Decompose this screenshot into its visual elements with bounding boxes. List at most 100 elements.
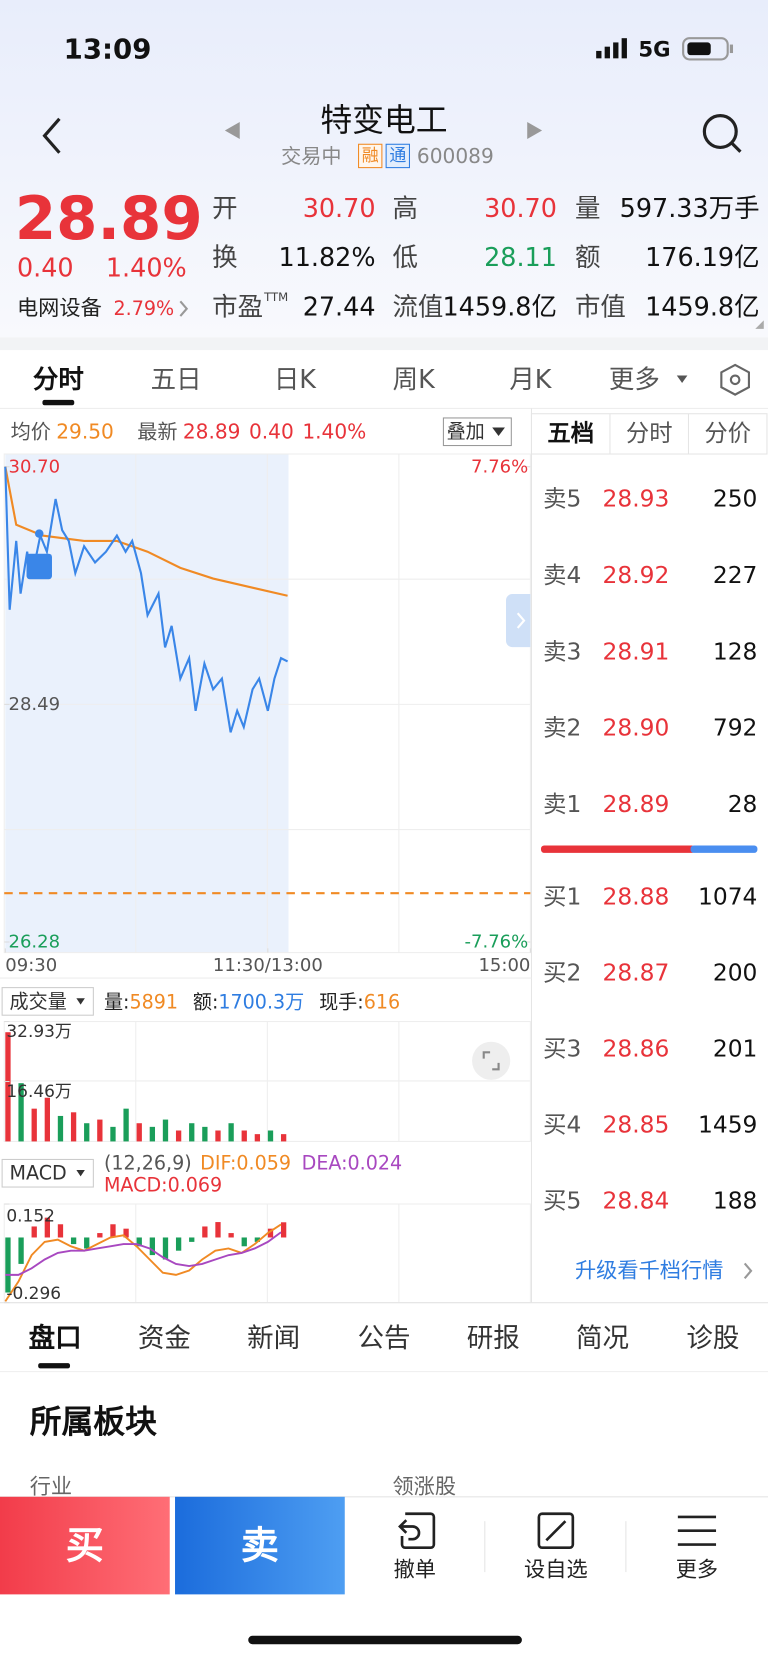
overlay-label: 叠加 xyxy=(447,420,485,443)
badge-box xyxy=(358,143,383,169)
y-tick-label: -0.296 xyxy=(6,1284,61,1304)
book-volume: 201 xyxy=(713,1034,758,1062)
search-button[interactable] xyxy=(702,114,742,153)
action-label[interactable]: 设自选 xyxy=(524,1557,588,1582)
sell-label[interactable]: 卖 xyxy=(241,1525,279,1569)
dea-line xyxy=(5,1231,282,1276)
book-label: 卖4 xyxy=(543,561,581,589)
book-price: 28.92 xyxy=(603,561,670,589)
expand-button[interactable] xyxy=(472,1041,511,1080)
overlay-button[interactable] xyxy=(442,417,512,447)
book-volume: 250 xyxy=(713,485,758,513)
volume-bar xyxy=(215,1130,221,1142)
y-tick-label: 30.70 xyxy=(8,456,60,477)
chart-tab[interactable]: 月K xyxy=(509,365,552,395)
section-title: 所属板块 xyxy=(30,1402,157,1440)
macd-bar xyxy=(254,1237,261,1242)
book-price: 28.87 xyxy=(603,958,670,986)
clock: 13:09 xyxy=(64,32,152,65)
macd-bar xyxy=(44,1217,50,1238)
book-volume: 1074 xyxy=(698,882,757,910)
x-tick-label: 09:30 xyxy=(5,955,57,976)
stat-value: 27.44 xyxy=(303,293,376,323)
chart-tab[interactable]: 周K xyxy=(393,365,436,395)
indicator-selector[interactable] xyxy=(1,1158,94,1188)
volume-bar xyxy=(149,1126,156,1142)
chart-tab[interactable]: 更多 xyxy=(609,365,660,395)
macd-bar xyxy=(70,1237,77,1245)
intraday-summary-part: 最新 xyxy=(137,420,177,444)
settings-icon[interactable] xyxy=(720,363,750,396)
action-label[interactable]: 更多 xyxy=(676,1557,718,1582)
expand-icon xyxy=(482,1051,500,1071)
y-tick-label: 26.28 xyxy=(8,931,60,952)
macd-bar xyxy=(136,1237,142,1247)
badge: 融 xyxy=(362,146,379,166)
sector-pct: 2.79% xyxy=(114,297,175,320)
volume-bar xyxy=(254,1134,261,1142)
info-tab[interactable]: 盘口 xyxy=(29,1323,82,1354)
info-tab[interactable]: 研报 xyxy=(467,1323,520,1354)
sell-button[interactable] xyxy=(175,1496,345,1595)
volume-bar xyxy=(162,1119,169,1142)
info-tab[interactable]: 公告 xyxy=(358,1323,411,1354)
header-background xyxy=(0,0,768,338)
chart-tab[interactable]: 日K xyxy=(274,365,317,395)
macd-bar xyxy=(97,1233,103,1238)
cancel-icon[interactable] xyxy=(398,1512,436,1550)
info-tab[interactable]: 诊股 xyxy=(686,1323,739,1354)
info-tab[interactable]: 简况 xyxy=(576,1323,629,1354)
book-label: 买5 xyxy=(543,1187,581,1215)
dropdown-arrow xyxy=(676,375,688,383)
book-tab[interactable]: 五档 xyxy=(547,419,594,447)
average-line xyxy=(4,466,288,597)
volume-bar xyxy=(97,1119,103,1142)
book-tabs-frame xyxy=(530,413,768,455)
volume-bar xyxy=(136,1123,142,1142)
next-stock[interactable] xyxy=(527,121,543,139)
y2-tick-label: -7.76% xyxy=(465,931,529,952)
ask-ratio xyxy=(541,845,695,853)
stock-code: 600089 xyxy=(417,144,494,168)
dropdown-arrow xyxy=(492,427,505,436)
watchlist-icon[interactable] xyxy=(537,1512,575,1550)
battery-icon xyxy=(682,37,734,61)
macd-bar xyxy=(5,1237,11,1293)
buy-button[interactable] xyxy=(0,1496,170,1595)
info-tab[interactable]: 资金 xyxy=(138,1323,191,1354)
settings-icon xyxy=(729,374,741,386)
side-toggle[interactable] xyxy=(506,594,531,648)
action-bar xyxy=(0,1496,768,1663)
volume-bar xyxy=(267,1130,274,1142)
chart-tab[interactable]: 五日 xyxy=(151,365,202,395)
stat-label: 高 xyxy=(392,194,417,224)
buy-label[interactable]: 买 xyxy=(66,1525,104,1569)
trade-status: 交易中 xyxy=(281,144,341,168)
chart-tab[interactable]: 分时 xyxy=(33,365,84,395)
prev-stock[interactable] xyxy=(224,121,240,139)
upgrade-link[interactable]: 升级看千档行情 xyxy=(575,1258,723,1283)
book-tab[interactable]: 分价 xyxy=(704,419,751,447)
book-price: 28.90 xyxy=(603,714,670,742)
macd-bar xyxy=(267,1228,274,1238)
back-button[interactable] xyxy=(42,117,61,154)
volume-bar xyxy=(228,1123,234,1142)
macd-summary-part: DEA:0.024 xyxy=(302,1151,403,1174)
book-tab[interactable]: 分时 xyxy=(626,419,673,447)
sector[interactable]: 电网设备 xyxy=(17,296,102,321)
more-icon[interactable] xyxy=(677,1515,717,1546)
book-label: 卖2 xyxy=(543,714,581,742)
book-volume: 28 xyxy=(728,790,758,818)
macd-bar xyxy=(84,1237,90,1249)
book-label: 买1 xyxy=(543,882,581,910)
volume-selector[interactable] xyxy=(1,987,94,1016)
x-tick-label: 11:30/13:00 xyxy=(213,955,323,976)
book-label: 买3 xyxy=(543,1034,581,1062)
action-label[interactable]: 撤单 xyxy=(394,1557,436,1582)
info-tab[interactable]: 新闻 xyxy=(247,1323,300,1354)
stat-value: 28.11 xyxy=(484,243,557,273)
macd-bar xyxy=(215,1222,221,1238)
book-volume: 792 xyxy=(713,714,758,742)
macd-summary-part: DIF:0.059 xyxy=(200,1151,291,1174)
